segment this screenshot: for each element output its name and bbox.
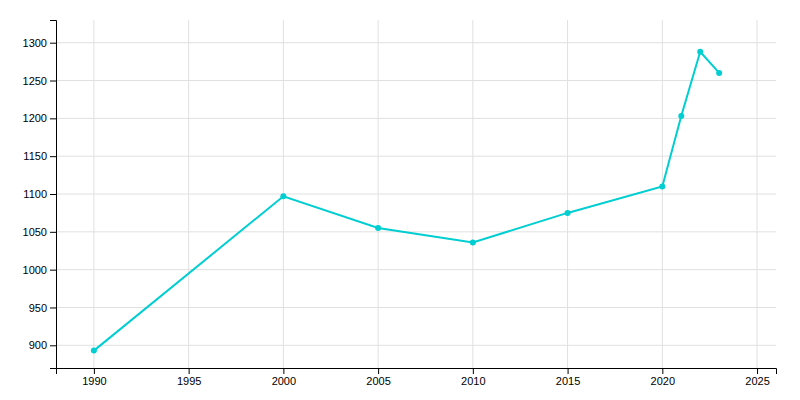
tick: 1050	[23, 226, 56, 238]
grid-line	[56, 42, 776, 43]
tick-label: 2010	[461, 375, 485, 387]
tick: 1000	[23, 264, 56, 276]
tick-label: 1990	[82, 375, 106, 387]
tick-mark	[757, 368, 758, 374]
point	[697, 49, 703, 55]
tick-mark	[94, 368, 95, 374]
point	[716, 70, 722, 76]
tick: 1250	[23, 75, 56, 87]
tick-mark	[50, 270, 56, 271]
plot: 1990 1995 2000 2005 2010 2015 2020 2025 900 950 10…	[23, 20, 777, 387]
tick-label: 950	[29, 301, 47, 313]
tick: 2020	[651, 368, 675, 387]
point	[375, 225, 381, 231]
grid-line	[56, 307, 776, 308]
series	[91, 49, 722, 354]
tick: 1995	[177, 368, 201, 387]
tick: 900	[29, 339, 56, 351]
tick-label: 1150	[23, 150, 47, 162]
grid-line	[56, 231, 776, 232]
tick-label: 1995	[177, 375, 201, 387]
tick-mark	[50, 194, 56, 195]
axis-line	[50, 21, 57, 369]
tick-mark	[662, 368, 663, 374]
grid-line	[56, 269, 776, 270]
tick-mark	[50, 156, 56, 157]
x-axis: 1990 1995 2000 2005 2010 2015 2020 2025	[57, 368, 777, 387]
point	[470, 239, 476, 245]
tick-label: 2005	[366, 375, 390, 387]
tick-mark	[50, 307, 56, 308]
tick: 2010	[461, 368, 485, 387]
tick-label: 1050	[23, 226, 47, 238]
tick: 2015	[556, 368, 580, 387]
tick: 2000	[272, 368, 296, 387]
tick-label: 900	[29, 339, 47, 351]
chart: 1990 1995 2000 2005 2010 2015 2020 2025 900 950 10…	[0, 0, 800, 400]
point	[678, 113, 684, 119]
tick: 2005	[366, 368, 390, 387]
tick-mark	[50, 345, 56, 346]
tick-mark	[378, 368, 379, 374]
tick: 1300	[23, 37, 56, 49]
point	[280, 193, 286, 199]
grid-line	[56, 194, 776, 195]
tick-mark	[283, 368, 284, 374]
tick-mark	[50, 81, 56, 82]
grid	[56, 20, 776, 368]
point	[91, 348, 97, 354]
tick-mark	[50, 232, 56, 233]
tick-mark	[189, 368, 190, 374]
line	[94, 52, 719, 351]
axis-line	[57, 369, 777, 375]
grid-line	[56, 345, 776, 346]
point	[565, 210, 571, 216]
tick: 1100	[23, 188, 56, 200]
tick-label: 1200	[23, 112, 47, 124]
tick-label: 1000	[23, 264, 47, 276]
tick-label: 2015	[556, 375, 580, 387]
tick-mark	[50, 118, 56, 119]
tick: 2025	[745, 368, 769, 387]
tick-label: 2020	[651, 375, 675, 387]
grid-line	[56, 80, 776, 81]
tick-label: 2025	[745, 375, 769, 387]
tick: 950	[29, 301, 56, 313]
point	[659, 183, 665, 189]
tick-mark	[473, 368, 474, 374]
grid-line	[56, 156, 776, 157]
tick-mark	[50, 43, 56, 44]
grid-line	[56, 118, 776, 119]
tick: 1150	[23, 150, 56, 162]
tick-label: 1100	[23, 188, 47, 200]
tick-label: 1250	[23, 75, 47, 87]
tick-mark	[568, 368, 569, 374]
tick: 1990	[82, 368, 106, 387]
y-axis: 900 950 1000 1050 1100 1150 1200 1250 1300	[23, 21, 57, 369]
tick: 1200	[23, 112, 56, 124]
tick-label: 2000	[272, 375, 296, 387]
tick-label: 1300	[23, 37, 47, 49]
